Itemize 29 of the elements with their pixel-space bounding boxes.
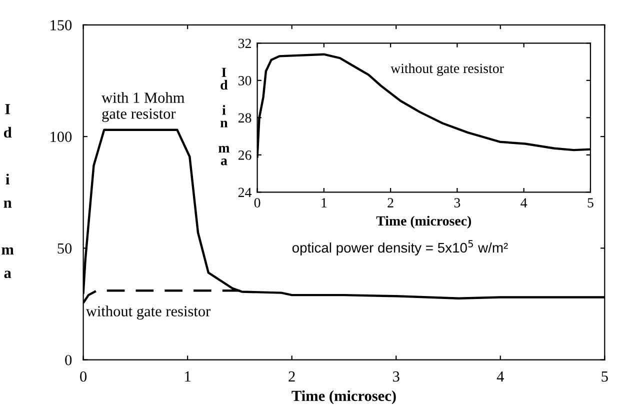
x-axis-title: Time (microsec) <box>292 390 396 404</box>
x-tick-label: 3 <box>393 371 400 382</box>
annotation: without gate resistor <box>86 306 211 320</box>
x-tick-label: 1 <box>322 198 327 208</box>
y-tick-label: 24 <box>238 188 252 197</box>
y-tick-label: 50 <box>58 243 72 254</box>
y-tick-label: 32 <box>238 38 251 48</box>
annotation: without gate resistor <box>390 63 504 76</box>
annotation: optical power density = 5x10$^{5}$ w/m² <box>292 240 508 256</box>
x-tick-label: 0 <box>254 198 260 208</box>
y-tick-label: 100 <box>50 132 72 142</box>
x-tick-label: 3 <box>454 198 460 208</box>
x-tick-label: 2 <box>288 371 295 382</box>
x-tick-label: 5 <box>588 198 594 208</box>
y-tick-label: 26 <box>238 150 252 160</box>
text: Id in ma <box>2 104 14 278</box>
x-tick-label: 4 <box>520 198 528 208</box>
text: Id in ma <box>218 68 230 166</box>
x-axis-title: Time (microsec) <box>376 216 472 228</box>
y-tick-label: 150 <box>50 20 72 30</box>
y-tick-label: 30 <box>238 76 252 86</box>
x-tick-label: 2 <box>388 198 394 208</box>
y-tick-label: 0 <box>65 354 72 366</box>
x-tick-label: 5 <box>602 372 608 382</box>
annotation: with 1 Mohm gate resistor <box>102 92 184 122</box>
y-tick-label: 28 <box>238 113 252 123</box>
x-tick-label: 4 <box>496 371 504 382</box>
x-tick-label: 0 <box>80 371 87 382</box>
x-tick-label: 1 <box>185 371 190 382</box>
